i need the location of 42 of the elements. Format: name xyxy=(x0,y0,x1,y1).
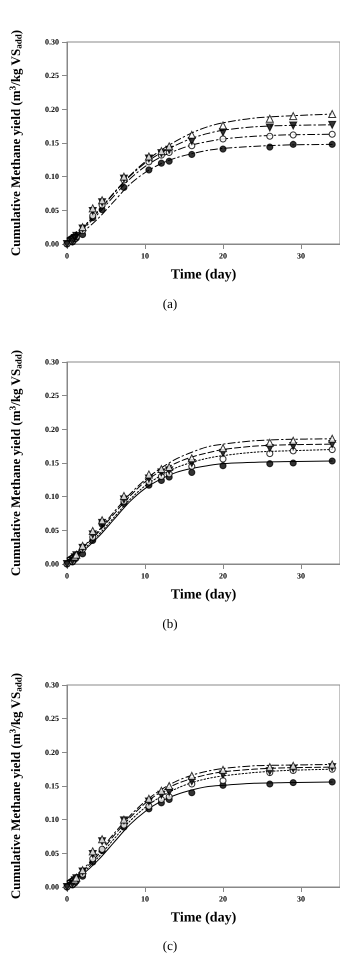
y-tick-label: 0.05 xyxy=(45,206,59,215)
text: (c) xyxy=(162,938,178,953)
x-tick-label: 0 xyxy=(65,252,69,260)
y-tick-label: 0.30 xyxy=(45,358,59,366)
x-tick-label: 0 xyxy=(65,894,69,904)
y-tick-label: 0.25 xyxy=(45,391,59,400)
x-axis-title: Time (day) xyxy=(170,588,237,602)
x-tick-label: 20 xyxy=(219,252,227,260)
y-tick-label: 0.05 xyxy=(45,848,59,858)
x-tick-label: 20 xyxy=(219,572,227,580)
x-tick-label: 0 xyxy=(65,572,69,580)
y-tick-label: 0.10 xyxy=(45,815,59,824)
x-axis-title: Time (day) xyxy=(170,268,237,282)
y-tick-label: 0.15 xyxy=(45,138,59,148)
x-tick-label: 10 xyxy=(141,572,149,580)
y-tick-label: 0.20 xyxy=(45,748,59,757)
y-tick-label: 0.20 xyxy=(45,424,59,434)
x-tick-label: 30 xyxy=(297,572,305,580)
x-tick-label: 20 xyxy=(219,894,227,904)
y-tick-label: 0.25 xyxy=(45,71,59,80)
y-tick-label: 0.10 xyxy=(45,172,59,182)
y-tick-label: 0.00 xyxy=(45,240,59,248)
y-tick-label: 0.30 xyxy=(45,680,59,690)
text: (b) xyxy=(162,616,178,631)
x-tick-label: 30 xyxy=(297,894,305,904)
y-tick-label: 0.25 xyxy=(45,714,59,724)
y-tick-label: 0.15 xyxy=(45,458,59,468)
y-tick-label: 0.30 xyxy=(45,38,59,46)
y-tick-label: 0.10 xyxy=(45,492,59,502)
y-axis-title: Cumulative Methane yield (m3/kg VSadd) xyxy=(8,30,24,256)
text: (a) xyxy=(162,296,178,311)
y-tick-label: 0.00 xyxy=(45,882,59,892)
x-axis-title: Time (day) xyxy=(170,910,237,926)
y-tick-label: 0.15 xyxy=(45,782,59,790)
y-tick-label: 0.05 xyxy=(45,526,59,535)
y-axis-title: Cumulative Methane yield (m3/kg VSadd) xyxy=(8,350,24,576)
y-tick-label: 0.20 xyxy=(45,104,59,114)
y-tick-label: 0.00 xyxy=(45,560,59,568)
x-tick-label: 30 xyxy=(297,252,305,260)
x-tick-label: 10 xyxy=(141,894,149,904)
x-tick-label: 10 xyxy=(141,252,149,260)
y-axis-title: Cumulative Methane yield (m3/kg VSadd) xyxy=(8,672,24,900)
